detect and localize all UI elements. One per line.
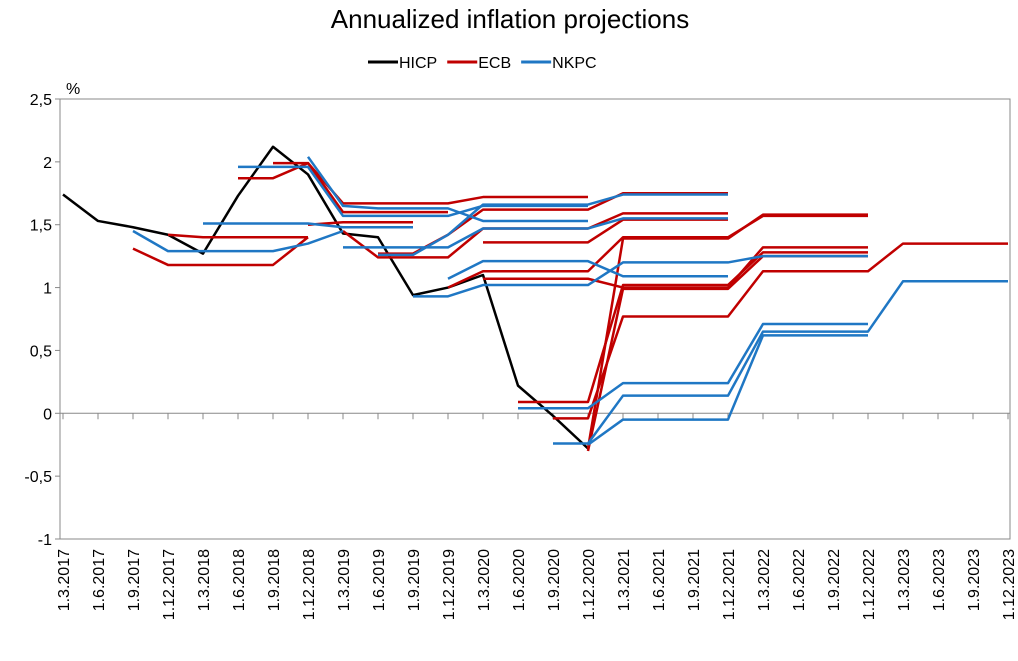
x-tick-label: 1.9.2023 [966, 549, 983, 611]
series-line [132, 229, 344, 253]
series-line [238, 165, 588, 218]
x-tick-label: 1.12.2022 [861, 549, 878, 620]
x-tick-label: 1.6.2023 [931, 549, 948, 611]
y-unit: % [66, 81, 80, 98]
series-line [238, 161, 588, 205]
series-line [586, 213, 868, 449]
y-tick-label: 0 [43, 406, 52, 423]
x-tick-label: 1.9.2022 [826, 549, 843, 611]
x-tick-label: 1.12.2023 [1001, 549, 1018, 620]
y-tick-label: 1,5 [30, 218, 52, 235]
series-line [518, 251, 868, 404]
x-tick-label: 1.12.2020 [581, 549, 598, 620]
x-tick-label: 1.3.2019 [336, 549, 353, 611]
legend-label: ECB [478, 55, 511, 72]
x-tick-label: 1.6.2018 [231, 549, 248, 611]
x-tick-label: 1.6.2019 [371, 549, 388, 611]
x-tick-label: 1.12.2021 [721, 549, 738, 620]
series-line [343, 217, 728, 249]
x-tick-label: 1.9.2018 [266, 549, 283, 611]
series-line [378, 193, 728, 257]
series-line [447, 259, 728, 280]
series-line [553, 280, 1008, 445]
x-tick-label: 1.3.2022 [756, 549, 773, 611]
x-tick-label: 1.12.2019 [441, 549, 458, 620]
x-tick-label: 1.12.2017 [161, 549, 178, 620]
chart-title: Annualized inflation projections [331, 4, 689, 34]
x-tick-label: 1.9.2021 [686, 549, 703, 611]
legend-label: HICP [399, 55, 437, 72]
x-tick-label: 1.9.2019 [406, 549, 423, 611]
x-tick-label: 1.3.2017 [56, 549, 73, 611]
series-line [413, 254, 868, 298]
x-tick-label: 1.6.2020 [511, 549, 528, 611]
x-tick-label: 1.3.2018 [196, 549, 213, 611]
series-line [553, 242, 1008, 420]
x-tick-label: 1.12.2018 [301, 549, 318, 620]
x-tick-label: 1.9.2017 [126, 549, 143, 611]
y-tick-label: -0,5 [24, 469, 52, 486]
x-tick-label: 1.9.2020 [546, 549, 563, 611]
legend-label: NKPC [552, 55, 596, 72]
series-line [306, 156, 588, 223]
x-tick-label: 1.6.2017 [91, 549, 108, 611]
x-tick-label: 1.6.2022 [791, 549, 808, 611]
y-tick-label: -1 [38, 532, 52, 549]
series-line [62, 145, 589, 450]
x-tick-label: 1.3.2020 [476, 549, 493, 611]
series-line [483, 246, 868, 289]
x-tick-label: 1.6.2021 [651, 549, 668, 611]
series-line [518, 322, 868, 410]
y-tick-label: 2 [43, 155, 52, 172]
series-line [167, 233, 308, 239]
y-tick-label: 2,5 [30, 92, 52, 109]
x-tick-label: 1.3.2023 [896, 549, 913, 611]
series-line [307, 220, 413, 226]
series-line [203, 222, 413, 229]
series-line [587, 334, 868, 446]
plot-frame [59, 98, 1011, 540]
series-line [483, 218, 728, 244]
series-line [132, 236, 309, 267]
series-line [447, 214, 868, 289]
y-tick-label: 1 [43, 281, 52, 298]
y-tick-label: 0,5 [30, 343, 52, 360]
x-tick-label: 1.3.2021 [616, 549, 633, 611]
series-line [273, 161, 448, 214]
